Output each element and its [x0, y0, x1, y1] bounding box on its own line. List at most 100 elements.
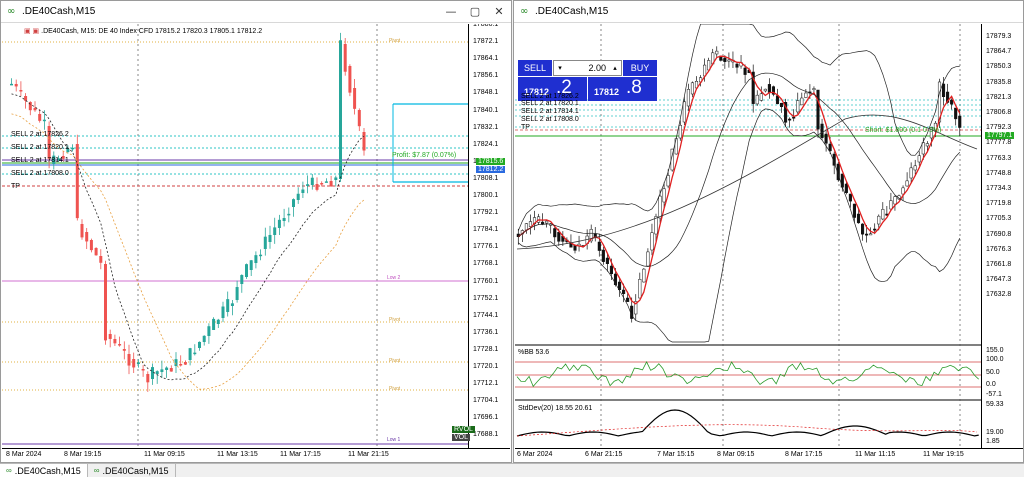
- candle: [99, 256, 103, 263]
- candle: [24, 96, 28, 101]
- price-tick-label: 17848.1: [473, 89, 499, 97]
- candle: [662, 188, 666, 203]
- price-tick-label: 17808.1: [473, 174, 499, 182]
- left-window-titlebar[interactable]: ∞ .DE40Cash,M15 — ▢ ✕: [1, 1, 511, 23]
- bb-tick-label: 155.0: [986, 347, 1004, 354]
- candle: [230, 303, 234, 306]
- close-icon[interactable]: ✕: [494, 5, 504, 18]
- chart-tab[interactable]: ∞ .DE40Cash,M15: [0, 464, 88, 477]
- candle: [800, 97, 804, 106]
- candle: [553, 228, 557, 238]
- candle: [10, 83, 13, 86]
- candle: [122, 349, 126, 351]
- candle: [343, 44, 347, 72]
- candle: [89, 240, 93, 251]
- candle: [188, 348, 192, 360]
- candle: [877, 215, 881, 225]
- candle: [19, 90, 23, 92]
- candle: [666, 175, 670, 187]
- pivot-label: Low 2: [387, 275, 401, 281]
- candle: [909, 167, 913, 179]
- buy-button[interactable]: BUY: [623, 60, 657, 76]
- sell-price-box[interactable]: 17812 .2: [518, 77, 587, 101]
- candle: [235, 287, 239, 300]
- right-price-chart[interactable]: [515, 24, 981, 448]
- price-tick-label: 17784.1: [473, 226, 499, 234]
- candle: [905, 180, 909, 187]
- sell-button[interactable]: SELL: [518, 60, 552, 76]
- price-tick-label: 17768.1: [473, 260, 499, 268]
- candle: [329, 181, 333, 187]
- candle: [792, 116, 796, 119]
- candle: [804, 92, 808, 98]
- order-line-label: SELL 2 at 17820.1: [521, 100, 579, 107]
- bb-tick-label: 100.0: [986, 356, 1004, 363]
- candle: [828, 143, 832, 152]
- candle: [80, 224, 84, 238]
- buy-price-box[interactable]: 17812 .8: [588, 77, 657, 101]
- time-tick-label: 11 Mar 13:15: [217, 451, 258, 458]
- candle: [950, 99, 954, 105]
- candle: [861, 223, 865, 235]
- candle: [686, 89, 690, 107]
- profit-label: Profit: $7.87 (0.07%): [392, 152, 457, 159]
- price-tick-label: 17872.1: [473, 38, 499, 46]
- candle: [767, 84, 771, 93]
- price-tick-label: 17712.1: [473, 380, 499, 388]
- left-price-axis: 17880.1 17872.1 17864.1 17856.1 17848.1 17840…: [468, 24, 510, 448]
- candle: [820, 123, 824, 138]
- candle: [277, 219, 281, 228]
- right-chart-window: ∞ .DE40Cash,M15 17879.3 17864.7 17850.3 178…: [513, 0, 1024, 463]
- maximize-icon[interactable]: ▢: [469, 5, 481, 18]
- candle: [727, 59, 731, 62]
- price-tick-label: 17776.1: [473, 243, 499, 251]
- long-ma-line: [516, 114, 978, 250]
- candle: [66, 148, 70, 152]
- volume-down-icon[interactable]: ▾: [558, 64, 562, 72]
- left-chart-area[interactable]: ▣ ▣ .DE40Cash, M15: DE 40 Index CFD 1781…: [2, 24, 510, 462]
- candle: [743, 67, 747, 75]
- price-tick-label: 17864.7: [986, 48, 1012, 56]
- bb-tick-label: -57.1: [986, 391, 1002, 398]
- candle: [844, 183, 848, 193]
- pivot-label: Pivot: [389, 317, 401, 323]
- candle: [642, 268, 646, 283]
- candle: [784, 102, 788, 123]
- volume-up-icon[interactable]: ▴: [613, 64, 617, 72]
- candle: [796, 100, 800, 113]
- left-chart-window: ∞ .DE40Cash,M15 — ▢ ✕ ▣ ▣ .DE40Cash, M15…: [0, 0, 512, 463]
- chart-tab-icon: ∞: [6, 466, 12, 475]
- price-tick-label: 17688.1: [473, 431, 499, 439]
- candle: [605, 257, 609, 264]
- price-tick-label: 17744.1: [473, 311, 499, 319]
- chart-tab-bar: ∞ .DE40Cash,M15 ∞ .DE40Cash,M15: [0, 463, 1024, 477]
- price-tick-label: 17792.1: [473, 209, 499, 217]
- right-window-titlebar[interactable]: ∞ .DE40Cash,M15: [514, 1, 1023, 23]
- candle: [865, 233, 869, 236]
- candle: [589, 229, 593, 242]
- left-price-chart[interactable]: [2, 24, 468, 448]
- minimize-icon[interactable]: —: [445, 5, 457, 18]
- time-tick-label: 11 Mar 11:15: [855, 451, 896, 458]
- left-chart-header: ▣ ▣ .DE40Cash, M15: DE 40 Index CFD 1781…: [24, 28, 263, 35]
- candle: [917, 155, 921, 163]
- candle: [873, 228, 877, 231]
- volume-stepper[interactable]: ▾ 2.00 ▴: [553, 60, 622, 76]
- candle: [353, 88, 357, 109]
- one-click-icon[interactable]: ▣ ▣: [24, 28, 42, 35]
- chart-tab[interactable]: ∞ .DE40Cash,M15: [88, 464, 176, 477]
- rvol-badge: RVOL: [452, 426, 475, 433]
- candle: [816, 89, 820, 130]
- candle: [202, 335, 206, 342]
- candle: [852, 203, 856, 218]
- candle: [108, 334, 112, 339]
- candle: [528, 221, 532, 227]
- candle: [763, 88, 767, 92]
- candle: [334, 177, 338, 180]
- candle: [287, 213, 291, 216]
- candle: [113, 339, 117, 344]
- moving-average-line: [11, 93, 365, 381]
- slow-average-line: [11, 113, 365, 390]
- right-chart-area[interactable]: 17879.3 17864.7 17850.3 17835.8 17821.3 17806…: [515, 24, 1023, 462]
- price-tick-label: 17832.1: [473, 123, 499, 131]
